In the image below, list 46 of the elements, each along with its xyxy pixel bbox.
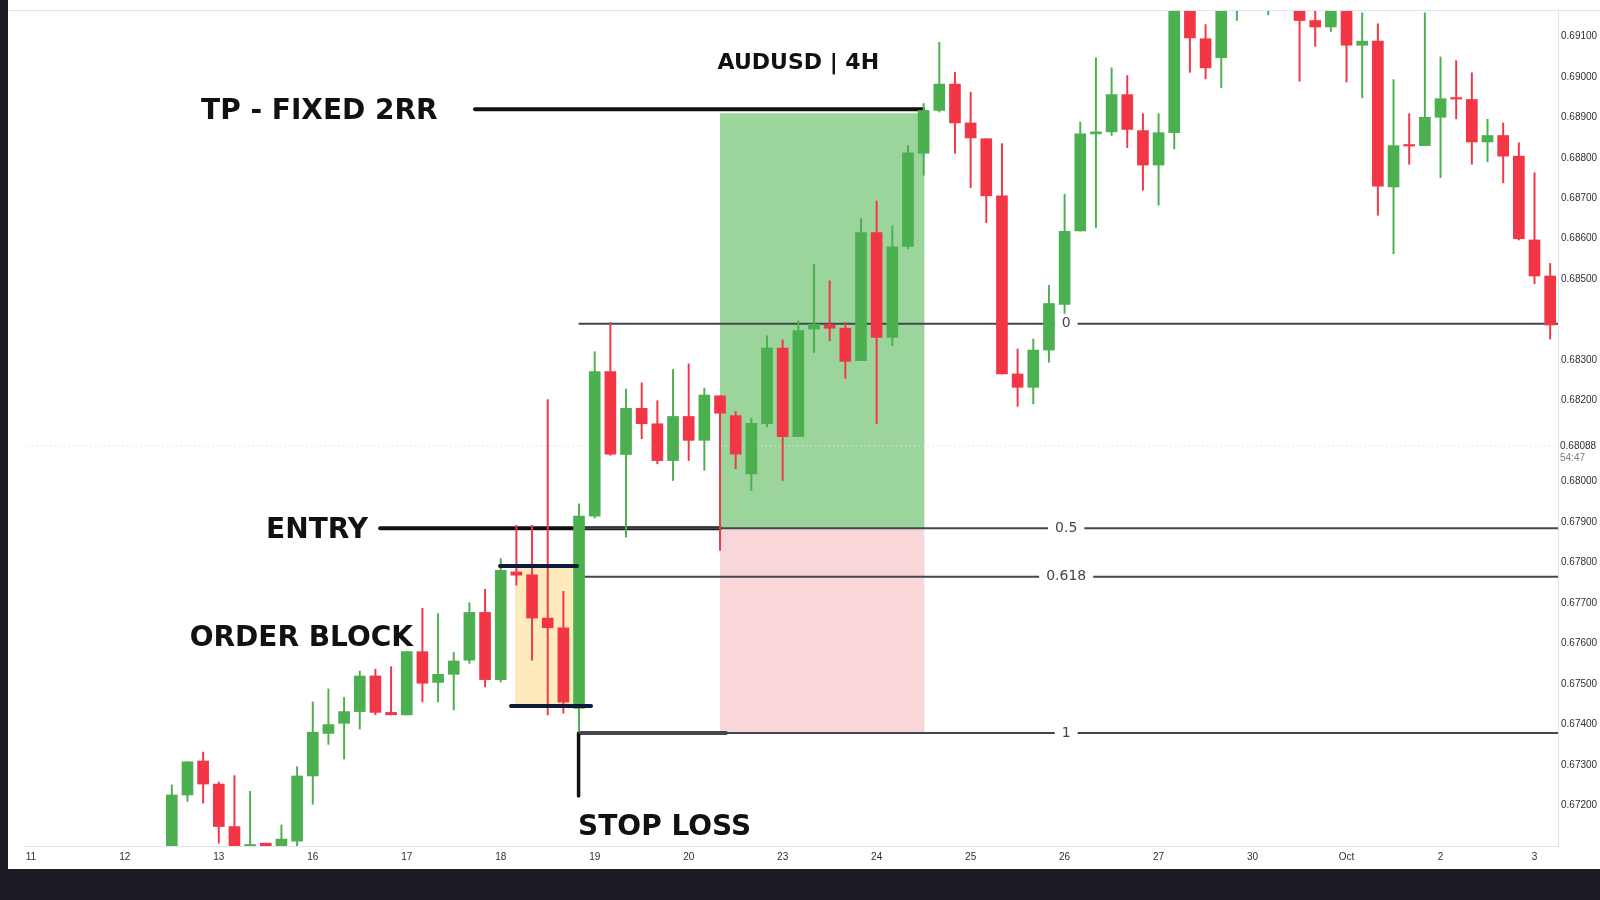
y-tick-label: 0.69000 [1561, 70, 1598, 82]
x-tick-label: 30 [1247, 850, 1259, 862]
y-tick-label: 0.68500 [1561, 272, 1598, 284]
x-tick-label: 25 [965, 850, 977, 862]
y-tick-label: 0.67700 [1561, 596, 1598, 608]
ref-line-label: ENTRY [266, 512, 369, 546]
text: AUDUSD | 4H [717, 49, 880, 75]
x-tick-label: 24 [871, 850, 883, 862]
text: 54:47 [1560, 451, 1586, 463]
x-tick-label: 17 [401, 850, 413, 862]
y-tick-label: 0.68800 [1561, 151, 1598, 163]
x-tick-label: 11 [25, 850, 37, 862]
y-tick-label: 0.67600 [1561, 637, 1598, 649]
y-tick-label: 0.67900 [1561, 515, 1598, 527]
y-tick-label: 0.68200 [1561, 394, 1598, 406]
y-tick-label: 0.68600 [1561, 232, 1598, 244]
y-tick-label: 0.67400 [1561, 718, 1598, 730]
annotation: 0.618 [1046, 567, 1087, 584]
annotation: ORDER BLOCK [189, 620, 415, 653]
y-tick-label: 0.68000 [1561, 475, 1598, 487]
ref-line-label: TP - FIXED 2RR [201, 93, 438, 127]
x-tick-label: 3 [1531, 850, 1538, 862]
x-tick-label: 23 [777, 850, 789, 862]
x-tick-label: 18 [495, 850, 507, 862]
x-tick-label: 13 [213, 850, 225, 862]
y-tick-label: 0.67800 [1561, 556, 1598, 568]
annotation: 0 [1061, 314, 1071, 331]
annotation: 0.5 [1055, 518, 1078, 535]
annotation: 1 [1061, 723, 1071, 740]
y-tick-label: 0.69100 [1561, 30, 1598, 42]
ref-line-label: 0.68088 [1560, 439, 1597, 451]
y-tick-label: 0.67300 [1561, 758, 1598, 770]
y-tick-label: 0.68700 [1561, 192, 1598, 203]
y-tick-label: 0.67200 [1561, 799, 1598, 811]
y-tick-label: 0.67500 [1561, 677, 1598, 689]
x-tick-label: 16 [307, 850, 319, 862]
x-tick-label: 26 [1059, 850, 1071, 862]
x-tick-label: 20 [683, 850, 695, 862]
x-tick-label: 19 [589, 850, 601, 862]
y-tick-label: 0.68900 [1561, 111, 1598, 123]
y-tick-label: 0.68300 [1561, 353, 1598, 365]
ref-line-label: STOP LOSS [578, 809, 752, 843]
x-tick-label: 12 [119, 850, 131, 862]
x-tick-label: 27 [1153, 850, 1165, 862]
x-tick-label: Oct [1338, 850, 1355, 862]
x-tick-label: 2 [1437, 850, 1444, 862]
